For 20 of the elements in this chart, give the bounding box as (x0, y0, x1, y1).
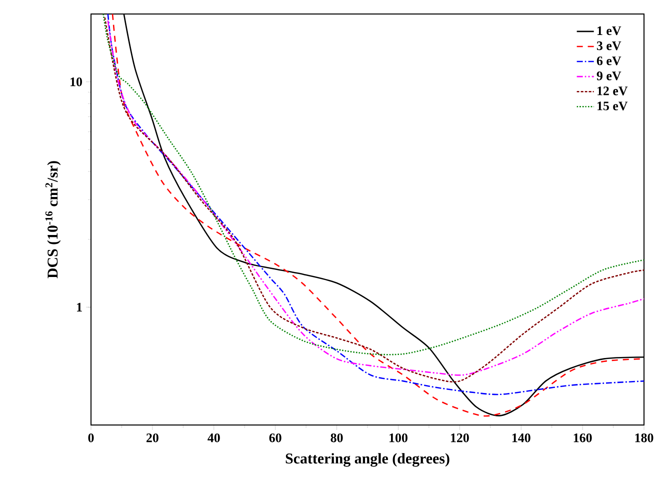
x-tick-label: 120 (450, 433, 469, 442)
x-tick-label: 80 (330, 433, 343, 442)
x-tick-label: 60 (269, 433, 282, 442)
legend-label: 6 eV (596, 56, 622, 66)
legend-label: 9 eV (596, 72, 622, 80)
legend-label: 15 eV (598, 102, 628, 110)
x-tick-label: 100 (390, 433, 408, 442)
legend-label: 12 eV (598, 86, 628, 96)
x-tick-label: 40 (208, 433, 220, 442)
x-tick-label: 160 (574, 433, 592, 442)
x-tick-label: 20 (146, 433, 158, 442)
x-axis-title: Scattering angle (degrees) (286, 453, 450, 467)
x-tick-label: 140 (512, 433, 530, 442)
legend-label: 3 eV (596, 41, 622, 50)
x-tick-label: 0 (88, 433, 94, 442)
legend-label: 1 eV (598, 26, 622, 36)
y-axis-title: DCS (10$^{-16}$ cm$^{2}$/sr) (45, 161, 61, 278)
x-tick-label: 180 (635, 433, 654, 442)
y-tick-label: 10 (70, 77, 82, 86)
y-tick-label: 1 (77, 302, 82, 312)
